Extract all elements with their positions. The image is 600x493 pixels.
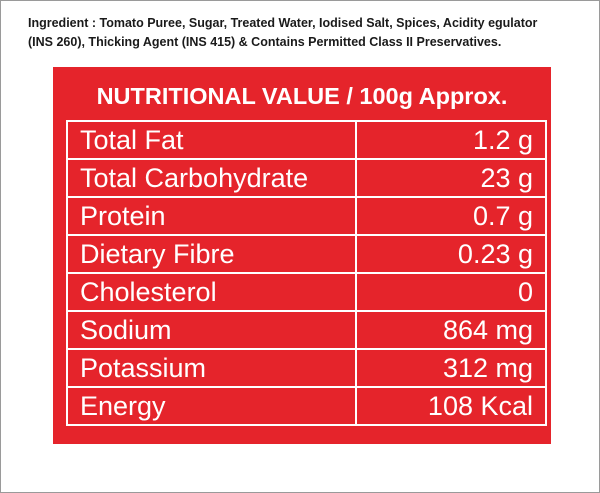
nutrient-value: 0.7 g — [355, 196, 547, 236]
nutrient-row: Total Fat 1.2 g — [66, 120, 547, 160]
nutrient-row: Protein 0.7 g — [66, 196, 547, 236]
nutrient-name: Sodium — [66, 310, 357, 350]
nutrient-row: Total Carbohydrate 23 g — [66, 158, 547, 198]
nutrient-value: 1.2 g — [355, 120, 547, 160]
table-title: NUTRITIONAL VALUE / 100g Approx. — [96, 83, 508, 109]
nutrient-name: Potassium — [66, 348, 357, 388]
nutrient-row: Dietary Fibre 0.23 g — [66, 234, 547, 274]
nutrient-value: 0.23 g — [355, 234, 547, 274]
nutrient-row: Potassium 312 mg — [66, 348, 547, 388]
nutrient-value: 864 mg — [355, 310, 547, 350]
nutrient-value: 0 — [355, 272, 547, 312]
nutrient-value: 312 mg — [355, 348, 547, 388]
nutrition-panel: NUTRITIONAL VALUE / 100g Approx. Total F… — [53, 67, 551, 444]
nutrient-name: Protein — [66, 196, 357, 236]
nutrient-name: Cholesterol — [66, 272, 357, 312]
nutrient-name: Total Fat — [66, 120, 357, 160]
nutrient-row: Cholesterol 0 — [66, 272, 547, 312]
ingredient-line: (INS 260), Thicking Agent (INS 415) & Co… — [28, 35, 502, 49]
nutrient-row: Energy 108 Kcal — [66, 386, 547, 426]
ingredient-line: Ingredient : Tomato Puree, Sugar, Treate… — [28, 16, 538, 30]
nutrient-row: Sodium 864 mg — [66, 310, 547, 350]
ingredients: Ingredient : Tomato Puree, Sugar, Treate… — [28, 14, 537, 52]
nutrient-value: 108 Kcal — [355, 386, 547, 426]
nutrient-value: 23 g — [355, 158, 547, 198]
nutrient-name: Total Carbohydrate — [66, 158, 357, 198]
nutrient-name: Dietary Fibre — [66, 234, 357, 274]
nutrient-name: Energy — [66, 386, 357, 426]
nutrition-table: Total Fat 1.2 g Total Carbohydrate 23 g Prot… — [66, 120, 547, 426]
